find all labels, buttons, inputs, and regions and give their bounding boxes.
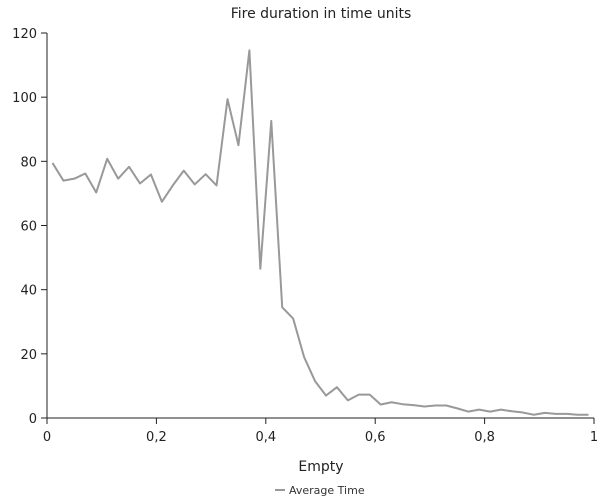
series-line-average-time xyxy=(51,49,589,416)
y-tick-label: 40 xyxy=(20,284,37,299)
y-tick-label: 120 xyxy=(12,27,37,42)
x-tick-label: 0,6 xyxy=(365,430,386,445)
y-tick-label: 0 xyxy=(29,412,37,427)
x-tick-label: 0,4 xyxy=(255,430,276,445)
y-axis: 0 20 40 60 80 100 120 xyxy=(12,27,48,427)
y-tick-label: 20 xyxy=(20,348,37,363)
y-tick-label: 80 xyxy=(20,155,37,170)
y-tick-label: 100 xyxy=(12,91,37,106)
x-tick-label: 0,8 xyxy=(474,430,495,445)
x-axis: 0 0,2 0,4 0,6 0,8 1 xyxy=(43,417,598,445)
series-layer xyxy=(51,49,589,416)
legend: Average Time xyxy=(275,484,365,497)
x-tick-label: 0,2 xyxy=(146,430,167,445)
chart-title: Fire duration in time units xyxy=(231,6,412,22)
legend-label: Average Time xyxy=(289,484,365,497)
x-tick-label: 1 xyxy=(590,430,598,445)
x-axis-label: Empty xyxy=(298,459,343,475)
x-tick-label: 0 xyxy=(43,430,51,445)
y-tick-label: 60 xyxy=(20,220,37,235)
